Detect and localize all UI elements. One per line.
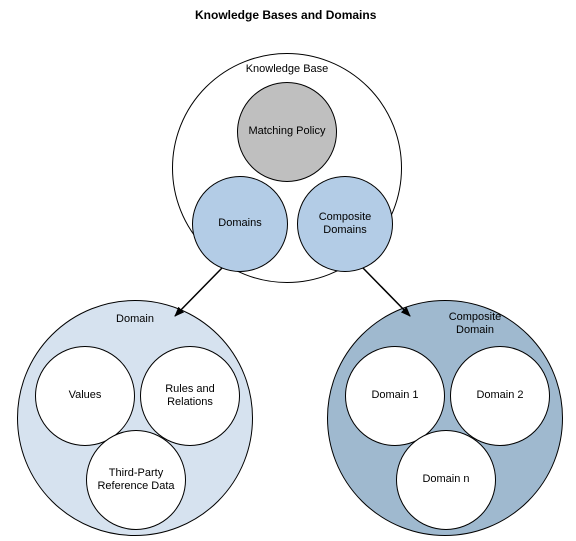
cd_d2-label: Domain 2	[430, 389, 570, 402]
kb_outer-label: Knowledge Base	[217, 63, 357, 76]
dom_third-label: Third-Party Reference Data	[66, 467, 206, 493]
kb_policy-label: Matching Policy	[217, 125, 357, 138]
cd_outer-label: Composite Domain	[405, 311, 545, 337]
dom_outer-label: Domain	[65, 313, 205, 326]
kb_comp-label: Composite Domains	[275, 211, 415, 237]
diagram-title: Knowledge Bases and Domains	[195, 8, 376, 22]
diagram-canvas: Knowledge Bases and Domains Knowledge Ba…	[0, 0, 576, 541]
cd_dn-label: Domain n	[376, 473, 516, 486]
dom_rules-label: Rules and Relations	[120, 383, 260, 409]
